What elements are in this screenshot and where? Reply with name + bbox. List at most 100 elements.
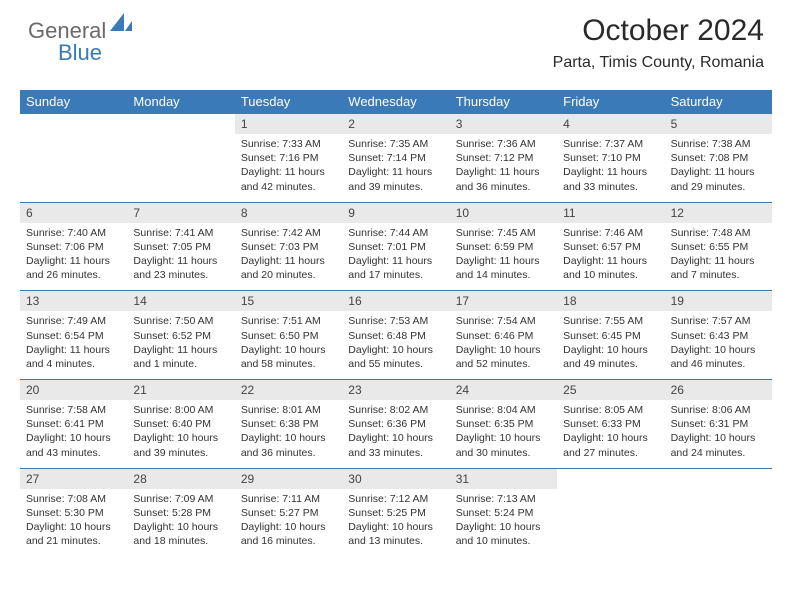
day-detail-cell: Sunrise: 8:01 AMSunset: 6:38 PMDaylight:… [235, 400, 342, 468]
day-header-saturday: Saturday [665, 90, 772, 113]
logo-text-blue: Blue [58, 40, 102, 66]
sunset-text: Sunset: 6:38 PM [241, 417, 336, 431]
daylight-text: Daylight: 10 hours and 36 minutes. [241, 431, 336, 459]
daylight-text: Daylight: 10 hours and 13 minutes. [348, 520, 443, 548]
daylight-text: Daylight: 10 hours and 39 minutes. [133, 431, 228, 459]
day-number-cell: 31 [450, 468, 557, 489]
sunrise-text: Sunrise: 7:36 AM [456, 137, 551, 151]
daylight-text: Daylight: 11 hours and 20 minutes. [241, 254, 336, 282]
day-number-cell: 6 [20, 202, 127, 223]
day-detail-cell [127, 134, 234, 202]
daylight-text: Daylight: 10 hours and 24 minutes. [671, 431, 766, 459]
day-detail-cell: Sunrise: 7:49 AMSunset: 6:54 PMDaylight:… [20, 311, 127, 379]
daylight-text: Daylight: 10 hours and 21 minutes. [26, 520, 121, 548]
week-daynum-row: 20212223242526 [20, 379, 772, 400]
sunrise-text: Sunrise: 7:57 AM [671, 314, 766, 328]
day-detail-cell: Sunrise: 7:51 AMSunset: 6:50 PMDaylight:… [235, 311, 342, 379]
sunrise-text: Sunrise: 8:05 AM [563, 403, 658, 417]
sunrise-text: Sunrise: 7:51 AM [241, 314, 336, 328]
sunset-text: Sunset: 6:55 PM [671, 240, 766, 254]
daylight-text: Daylight: 10 hours and 46 minutes. [671, 343, 766, 371]
sunset-text: Sunset: 5:27 PM [241, 506, 336, 520]
day-number-cell: 17 [450, 290, 557, 311]
daylight-text: Daylight: 11 hours and 33 minutes. [563, 165, 658, 193]
day-detail-cell: Sunrise: 8:05 AMSunset: 6:33 PMDaylight:… [557, 400, 664, 468]
day-number-cell: 23 [342, 379, 449, 400]
sunset-text: Sunset: 7:03 PM [241, 240, 336, 254]
sunset-text: Sunset: 7:08 PM [671, 151, 766, 165]
day-detail-cell: Sunrise: 7:58 AMSunset: 6:41 PMDaylight:… [20, 400, 127, 468]
day-number-cell: 26 [665, 379, 772, 400]
sunset-text: Sunset: 6:41 PM [26, 417, 121, 431]
sunrise-text: Sunrise: 7:54 AM [456, 314, 551, 328]
sunrise-text: Sunrise: 7:42 AM [241, 226, 336, 240]
sunrise-text: Sunrise: 7:44 AM [348, 226, 443, 240]
day-number-cell: 27 [20, 468, 127, 489]
day-detail-cell: Sunrise: 7:44 AMSunset: 7:01 PMDaylight:… [342, 223, 449, 291]
daylight-text: Daylight: 11 hours and 7 minutes. [671, 254, 766, 282]
day-number-cell: 28 [127, 468, 234, 489]
day-number-cell [127, 113, 234, 134]
sunrise-text: Sunrise: 7:11 AM [241, 492, 336, 506]
month-title: October 2024 [553, 14, 764, 48]
day-detail-cell [665, 489, 772, 557]
logo-sail-icon [110, 13, 132, 36]
day-header-monday: Monday [127, 90, 234, 113]
day-detail-cell: Sunrise: 7:09 AMSunset: 5:28 PMDaylight:… [127, 489, 234, 557]
daylight-text: Daylight: 11 hours and 1 minute. [133, 343, 228, 371]
day-number-cell: 10 [450, 202, 557, 223]
day-detail-cell: Sunrise: 7:42 AMSunset: 7:03 PMDaylight:… [235, 223, 342, 291]
sunrise-text: Sunrise: 7:08 AM [26, 492, 121, 506]
daylight-text: Daylight: 11 hours and 4 minutes. [26, 343, 121, 371]
daylight-text: Daylight: 10 hours and 43 minutes. [26, 431, 121, 459]
day-detail-cell: Sunrise: 7:38 AMSunset: 7:08 PMDaylight:… [665, 134, 772, 202]
sunset-text: Sunset: 7:16 PM [241, 151, 336, 165]
sunrise-text: Sunrise: 7:45 AM [456, 226, 551, 240]
day-number-cell: 14 [127, 290, 234, 311]
day-detail-cell: Sunrise: 7:08 AMSunset: 5:30 PMDaylight:… [20, 489, 127, 557]
week-detail-row: Sunrise: 7:49 AMSunset: 6:54 PMDaylight:… [20, 311, 772, 379]
sunset-text: Sunset: 6:31 PM [671, 417, 766, 431]
daylight-text: Daylight: 10 hours and 58 minutes. [241, 343, 336, 371]
sunrise-text: Sunrise: 7:58 AM [26, 403, 121, 417]
day-detail-cell: Sunrise: 7:33 AMSunset: 7:16 PMDaylight:… [235, 134, 342, 202]
day-number-cell: 5 [665, 113, 772, 134]
daylight-text: Daylight: 10 hours and 16 minutes. [241, 520, 336, 548]
day-number-cell: 3 [450, 113, 557, 134]
sunset-text: Sunset: 6:50 PM [241, 329, 336, 343]
sunset-text: Sunset: 6:35 PM [456, 417, 551, 431]
sunset-text: Sunset: 6:43 PM [671, 329, 766, 343]
sunset-text: Sunset: 6:59 PM [456, 240, 551, 254]
daylight-text: Daylight: 11 hours and 23 minutes. [133, 254, 228, 282]
day-number-cell: 7 [127, 202, 234, 223]
sunrise-text: Sunrise: 7:33 AM [241, 137, 336, 151]
daylight-text: Daylight: 11 hours and 26 minutes. [26, 254, 121, 282]
day-detail-cell [557, 489, 664, 557]
day-number-cell: 1 [235, 113, 342, 134]
sunset-text: Sunset: 6:57 PM [563, 240, 658, 254]
sunrise-text: Sunrise: 7:40 AM [26, 226, 121, 240]
week-detail-row: Sunrise: 7:58 AMSunset: 6:41 PMDaylight:… [20, 400, 772, 468]
day-detail-cell: Sunrise: 8:04 AMSunset: 6:35 PMDaylight:… [450, 400, 557, 468]
daylight-text: Daylight: 11 hours and 36 minutes. [456, 165, 551, 193]
sunrise-text: Sunrise: 8:06 AM [671, 403, 766, 417]
day-number-cell: 24 [450, 379, 557, 400]
day-detail-cell: Sunrise: 7:57 AMSunset: 6:43 PMDaylight:… [665, 311, 772, 379]
location-subtitle: Parta, Timis County, Romania [553, 54, 764, 72]
sunset-text: Sunset: 6:46 PM [456, 329, 551, 343]
sunrise-text: Sunrise: 7:09 AM [133, 492, 228, 506]
sunset-text: Sunset: 7:01 PM [348, 240, 443, 254]
daylight-text: Daylight: 11 hours and 14 minutes. [456, 254, 551, 282]
sunset-text: Sunset: 6:45 PM [563, 329, 658, 343]
sunset-text: Sunset: 7:14 PM [348, 151, 443, 165]
day-number-cell: 11 [557, 202, 664, 223]
sunset-text: Sunset: 7:12 PM [456, 151, 551, 165]
daylight-text: Daylight: 10 hours and 52 minutes. [456, 343, 551, 371]
sunset-text: Sunset: 7:10 PM [563, 151, 658, 165]
day-number-cell: 29 [235, 468, 342, 489]
day-header-thursday: Thursday [450, 90, 557, 113]
daylight-text: Daylight: 10 hours and 55 minutes. [348, 343, 443, 371]
sunset-text: Sunset: 6:36 PM [348, 417, 443, 431]
day-detail-cell: Sunrise: 7:13 AMSunset: 5:24 PMDaylight:… [450, 489, 557, 557]
sunrise-text: Sunrise: 7:41 AM [133, 226, 228, 240]
